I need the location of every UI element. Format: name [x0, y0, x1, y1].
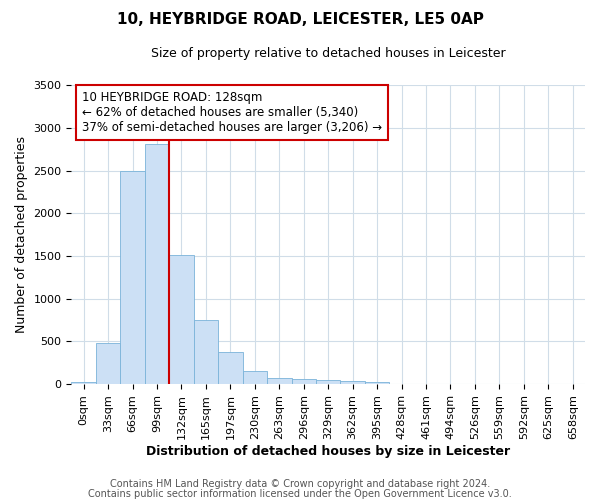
Bar — [340, 380, 365, 384]
Bar — [96, 343, 121, 384]
Bar — [242, 372, 267, 384]
Bar — [218, 352, 242, 384]
Bar — [194, 320, 218, 384]
Bar — [121, 170, 145, 384]
Text: 10 HEYBRIDGE ROAD: 128sqm
← 62% of detached houses are smaller (5,340)
37% of se: 10 HEYBRIDGE ROAD: 128sqm ← 62% of detac… — [82, 92, 382, 134]
Bar — [169, 255, 194, 384]
Title: Size of property relative to detached houses in Leicester: Size of property relative to detached ho… — [151, 48, 506, 60]
Bar — [145, 144, 169, 384]
Bar — [292, 380, 316, 384]
Text: Contains HM Land Registry data © Crown copyright and database right 2024.: Contains HM Land Registry data © Crown c… — [110, 479, 490, 489]
X-axis label: Distribution of detached houses by size in Leicester: Distribution of detached houses by size … — [146, 444, 510, 458]
Y-axis label: Number of detached properties: Number of detached properties — [15, 136, 28, 333]
Bar — [71, 382, 96, 384]
Bar — [365, 382, 389, 384]
Bar — [316, 380, 340, 384]
Text: 10, HEYBRIDGE ROAD, LEICESTER, LE5 0AP: 10, HEYBRIDGE ROAD, LEICESTER, LE5 0AP — [116, 12, 484, 28]
Bar — [267, 378, 292, 384]
Text: Contains public sector information licensed under the Open Government Licence v3: Contains public sector information licen… — [88, 489, 512, 499]
